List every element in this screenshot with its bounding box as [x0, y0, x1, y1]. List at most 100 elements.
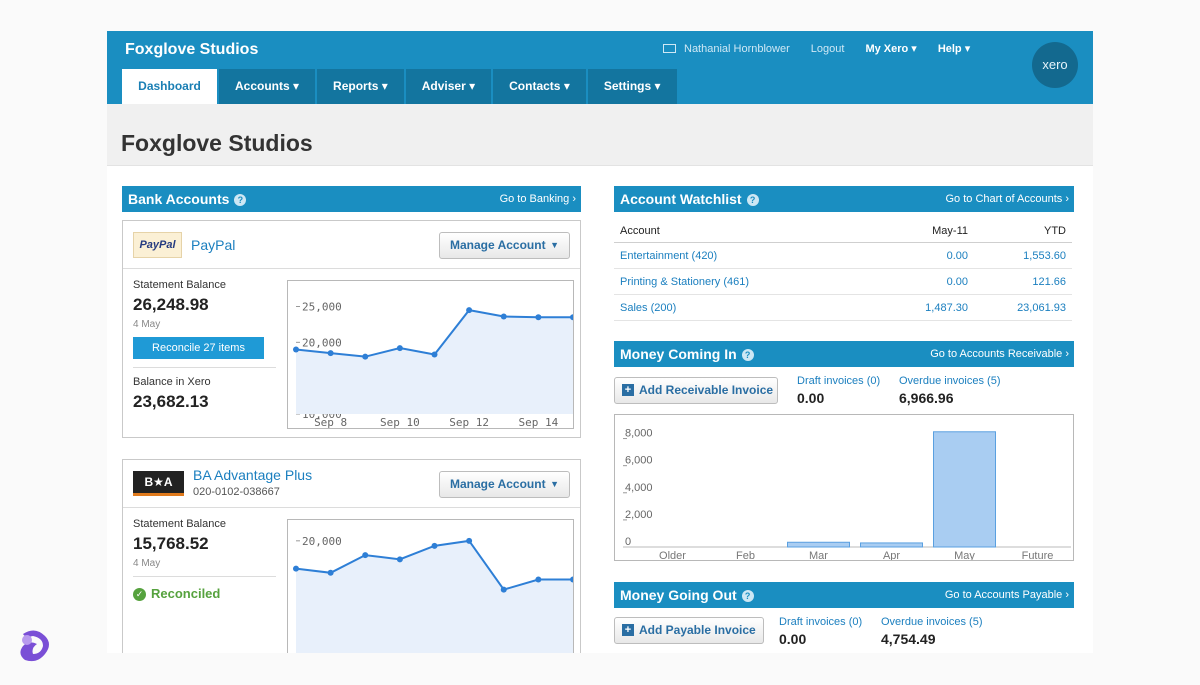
bank-account-card-paypal: PayPal PayPal Manage Account ▼ Statement …: [122, 220, 581, 438]
money-in-title: Money Coming In: [620, 346, 737, 362]
go-to-payable-link[interactable]: Go to Accounts Payable ›: [944, 589, 1069, 601]
user-name: Nathanial Hornblower: [684, 42, 790, 55]
bank-accounts-title: Bank Accounts: [128, 191, 230, 207]
area-fill: [296, 310, 573, 414]
col-ytd: YTD: [1044, 225, 1066, 237]
x-tick-label: Sep 8: [314, 416, 347, 429]
account-name[interactable]: BA Advantage Plus: [193, 467, 313, 483]
month-value[interactable]: 0.00: [946, 250, 968, 262]
tab-dashboard[interactable]: Dashboard: [122, 69, 217, 104]
data-point: [500, 313, 507, 320]
table-header: Account May-11 YTD: [614, 222, 1072, 243]
xero-logo[interactable]: xero: [1032, 42, 1078, 88]
col-account: Account: [620, 225, 660, 237]
divider: [133, 576, 276, 577]
data-point: [535, 314, 542, 321]
bar: [787, 541, 850, 548]
data-point: [431, 542, 438, 549]
account-number: 020-0102-038667: [193, 486, 280, 498]
overdue-invoices-link[interactable]: Overdue invoices (5): [881, 616, 983, 628]
user-link[interactable]: Nathanial Hornblower: [663, 43, 790, 55]
draft-invoices-link[interactable]: Draft invoices (0): [797, 375, 881, 387]
data-point: [362, 552, 369, 559]
account-name[interactable]: PayPal: [191, 237, 236, 253]
y-tick-label: 20,000: [302, 535, 342, 548]
go-to-banking-link[interactable]: Go to Banking ›: [499, 193, 576, 205]
y-tick-label: 25,000: [302, 301, 342, 314]
account-link[interactable]: Printing & Stationery (461): [620, 276, 750, 288]
x-tick-label: Older: [659, 550, 686, 561]
page-title: Foxglove Studios: [121, 130, 313, 156]
help-icon[interactable]: ?: [746, 194, 759, 206]
data-point: [327, 569, 334, 576]
table-row: Entertainment (420) 0.00 1,553.60: [614, 243, 1072, 269]
x-tick-label: Sep 10: [380, 416, 420, 429]
bank-logo: B★A: [133, 471, 184, 496]
draft-amount: 0.00: [779, 631, 807, 647]
draft-invoices-link[interactable]: Draft invoices (0): [779, 616, 863, 628]
plus-icon: +: [622, 624, 634, 636]
ytd-value[interactable]: 121.66: [1032, 276, 1066, 288]
statement-date: 4 May: [133, 319, 161, 330]
statement-balance: 26,248.98: [133, 295, 209, 314]
data-point: [362, 353, 369, 360]
ytd-value[interactable]: 23,061.93: [1017, 302, 1066, 314]
statement-balance: 15,768.52: [133, 534, 209, 553]
y-tick-label: 0: [625, 536, 631, 548]
help-icon[interactable]: ?: [741, 590, 754, 602]
month-value[interactable]: 0.00: [946, 276, 968, 288]
draft-amount: 0.00: [797, 390, 825, 406]
reconcile-button[interactable]: Reconcile 27 items: [133, 337, 264, 359]
data-point: [293, 565, 299, 572]
add-receivable-invoice-button[interactable]: + Add Receivable Invoice: [614, 377, 778, 404]
watchlist-header: Account Watchlist? Go to Chart of Accoun…: [614, 186, 1074, 212]
data-point: [396, 556, 403, 563]
x-tick-label: Feb: [736, 550, 755, 561]
mail-icon: [663, 43, 676, 53]
ytd-value[interactable]: 1,553.60: [1023, 250, 1066, 262]
manage-account-button[interactable]: Manage Account ▼: [439, 232, 570, 259]
tab-accounts[interactable]: Accounts ▾: [219, 69, 316, 104]
money-out-header: Money Going Out? Go to Accounts Payable …: [614, 582, 1074, 608]
bar: [860, 542, 923, 548]
help-icon[interactable]: ?: [234, 194, 247, 206]
help-icon[interactable]: ?: [741, 349, 754, 361]
area-fill: [296, 540, 573, 653]
x-tick-label: Sep 12: [449, 416, 489, 429]
bar: [933, 431, 996, 548]
overdue-amount: 4,754.49: [881, 631, 936, 647]
tab-contacts[interactable]: Contacts ▾: [493, 69, 586, 104]
data-point: [327, 350, 334, 357]
y-tick-label: 4,000: [625, 482, 653, 494]
check-icon: ✓: [133, 588, 146, 601]
logout-link[interactable]: Logout: [810, 42, 845, 55]
x-tick-label: Sep 14: [519, 416, 559, 429]
org-name[interactable]: Foxglove Studios: [125, 41, 259, 58]
y-tick-label: 20,000: [302, 336, 342, 349]
help-menu[interactable]: Help ▾: [937, 43, 971, 55]
data-point: [570, 314, 573, 321]
tab-adviser[interactable]: Adviser ▾: [405, 69, 492, 104]
my-xero-menu[interactable]: My Xero ▾: [865, 43, 917, 55]
reconciled-status: ✓ Reconciled: [133, 586, 220, 602]
account-link[interactable]: Sales (200): [620, 302, 677, 314]
manage-account-button[interactable]: Manage Account ▼: [439, 471, 570, 498]
go-to-receivable-link[interactable]: Go to Accounts Receivable ›: [930, 348, 1069, 360]
month-value[interactable]: 1,487.30: [925, 302, 968, 314]
go-to-chart-of-accounts-link[interactable]: Go to Chart of Accounts ›: [945, 193, 1069, 205]
watchlist-title: Account Watchlist: [620, 191, 742, 207]
y-tick-label: 6,000: [625, 455, 653, 467]
data-point: [535, 576, 542, 583]
data-point: [570, 576, 573, 583]
tab-settings[interactable]: Settings ▾: [587, 69, 677, 104]
money-out-title: Money Going Out: [620, 587, 737, 603]
xero-balance-label: Balance in Xero: [133, 376, 211, 388]
tab-reports[interactable]: Reports ▾: [317, 69, 404, 104]
bank-accounts-header: Bank Accounts? Go to Banking ›: [122, 186, 581, 212]
account-link[interactable]: Entertainment (420): [620, 250, 718, 262]
paypal-logo: PayPal: [133, 232, 182, 258]
chevron-down-icon: ▼: [550, 240, 559, 250]
add-payable-invoice-button[interactable]: + Add Payable Invoice: [614, 617, 764, 644]
overdue-invoices-link[interactable]: Overdue invoices (5): [899, 375, 1001, 387]
